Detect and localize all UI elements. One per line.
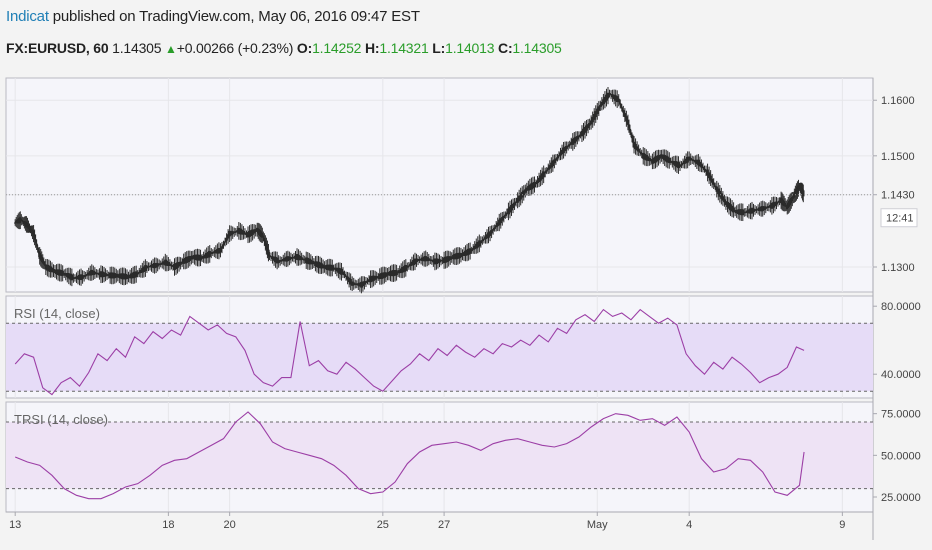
- price-tick-label: 1.1430: [881, 190, 915, 202]
- indicator-tick-label: 25.0000: [881, 492, 921, 504]
- time-tick-label: 13: [9, 519, 21, 531]
- time-tick-label: 20: [224, 519, 236, 531]
- price-change: +0.00266 (+0.23%): [176, 40, 294, 56]
- countdown-label: 12:41: [886, 213, 914, 225]
- low-value: 1.14013: [445, 40, 495, 56]
- close-label: C:: [498, 40, 513, 56]
- indicator-tick-label: 40.0000: [881, 369, 921, 381]
- band-fill: [6, 323, 873, 392]
- time-tick-label: 25: [377, 519, 389, 531]
- high-label: H:: [364, 40, 380, 56]
- candle-body: [13, 222, 17, 224]
- close-value: 1.14305: [512, 40, 562, 56]
- band-fill: [6, 422, 873, 489]
- time-tick-label: May: [587, 519, 608, 531]
- price-tick-label: 1.1600: [881, 95, 915, 107]
- indicator-tick-label: 80.0000: [881, 301, 921, 313]
- author-link[interactable]: Indicat: [6, 8, 49, 25]
- low-label: L:: [432, 40, 446, 56]
- trsi-line: [14, 411, 805, 500]
- symbol-name[interactable]: FX:EURUSD, 60: [6, 40, 109, 56]
- price-tick-label: 1.1300: [881, 262, 915, 274]
- rsi-line: [14, 308, 805, 396]
- high-value: 1.14321: [379, 40, 429, 56]
- price-tick-label: 1.1500: [881, 151, 915, 163]
- time-tick-label: 9: [839, 519, 845, 531]
- open-value: 1.14252: [312, 40, 362, 56]
- time-tick-label: 27: [438, 519, 450, 531]
- last-price: 1.14305: [112, 40, 162, 56]
- open-label: O:: [296, 40, 313, 56]
- publish-info: published on TradingView.com, May 06, 20…: [48, 8, 420, 25]
- price-line: [14, 92, 805, 286]
- trsi-title: TRSI (14, close): [14, 412, 108, 427]
- time-tick-label: 4: [686, 519, 692, 531]
- rsi-title: RSI (14, close): [14, 306, 100, 321]
- countdown-box: [880, 208, 918, 228]
- price-axis-area: [873, 78, 929, 512]
- indicator-tick-label: 75.0000: [881, 409, 921, 421]
- time-tick-label: 18: [162, 519, 174, 531]
- indicator-tick-label: 50.0000: [881, 450, 921, 462]
- symbol-header: FX:EURUSD, 60 1.14305 ▲+0.00266 (+0.23%)…: [6, 40, 562, 56]
- publish-header: Indicat published on TradingView.com, Ma…: [6, 8, 420, 25]
- up-arrow-icon: ▲: [165, 42, 177, 56]
